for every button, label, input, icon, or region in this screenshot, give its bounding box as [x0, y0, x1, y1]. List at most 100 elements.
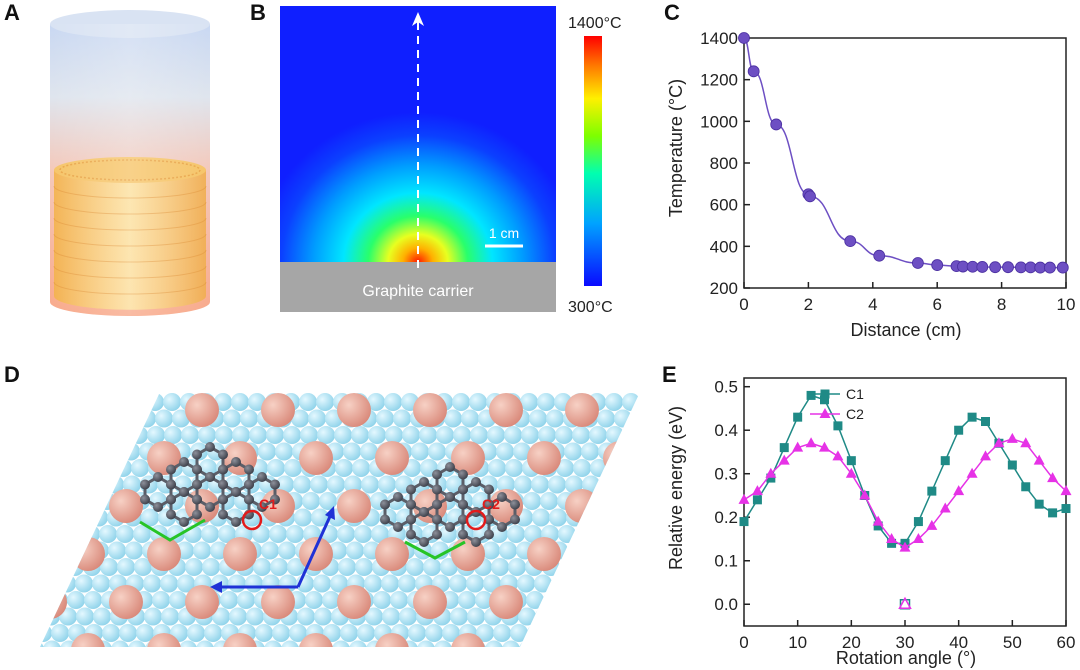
- substrate-atom: [355, 558, 373, 576]
- carbon-atom: [471, 537, 481, 547]
- substrate-atom: [644, 558, 660, 576]
- substrate-atom: [428, 442, 446, 461]
- substrate-atom: [373, 591, 391, 609]
- substrate-atom: [436, 426, 454, 444]
- chart-e-point-c2: [1033, 454, 1045, 465]
- substrate-atom: [215, 426, 233, 444]
- carbon-atom: [484, 499, 495, 510]
- chart-e-point-c1: [981, 417, 990, 427]
- substrate-atom: [622, 393, 640, 411]
- substrate-atom: [253, 558, 271, 576]
- substrate-atom: [297, 607, 315, 626]
- substrate-large-atom: [223, 633, 257, 647]
- carbon-atom: [231, 487, 241, 497]
- substrate-atom: [526, 591, 544, 609]
- substrate-atom: [291, 409, 309, 428]
- substrate-atom: [119, 624, 137, 642]
- carbon-atom: [244, 494, 255, 505]
- substrate-atom: [123, 475, 141, 494]
- substrate-atom: [610, 558, 628, 576]
- substrate-large-atom: [527, 633, 561, 647]
- substrate-atom: [269, 525, 287, 543]
- substrate-atom: [581, 442, 599, 461]
- chart-e-point-c1: [1048, 508, 1058, 518]
- substrate-atom: [529, 409, 547, 428]
- substrate-atom: [558, 525, 576, 543]
- temperature-distance-chart: Distance (cm) Temperature (°C) 0 2 4 6 8 10 20…: [666, 29, 1075, 340]
- substrate-atom: [431, 541, 449, 560]
- substrate-atom: [344, 475, 362, 494]
- substrate-atom: [258, 442, 276, 461]
- substrate-atom: [520, 393, 538, 411]
- legend-label-c1: C1: [846, 386, 864, 402]
- carbon-atom: [445, 462, 455, 472]
- chart-c-x-tick-label: 0: [739, 295, 748, 314]
- substrate-atom: [657, 426, 660, 444]
- substrate-atom: [600, 508, 618, 527]
- substrate-atom: [531, 475, 549, 494]
- substrate-large-atom: [337, 489, 371, 523]
- substrate-atom: [419, 426, 437, 444]
- substrate-atom: [99, 525, 117, 543]
- substrate-atom: [552, 607, 570, 626]
- substrate-atom: [252, 525, 270, 543]
- substrate-atom: [319, 492, 337, 510]
- carbon-atom: [218, 479, 229, 490]
- substrate-atom: [659, 492, 660, 510]
- substrate-atom: [131, 459, 149, 477]
- carbon-atom: [191, 509, 202, 520]
- carbon-atom: [217, 464, 228, 475]
- substrate-atom: [650, 476, 660, 494]
- carbon-atom: [166, 509, 177, 520]
- substrate-atom: [535, 607, 553, 626]
- substrate-atom: [645, 591, 660, 609]
- green-vector-arrow: [404, 540, 466, 560]
- carbon-atom: [165, 479, 176, 490]
- chart-c-frame: [743, 37, 1067, 289]
- panel-label-d: D: [4, 362, 20, 387]
- chart-e-point-c2: [859, 489, 871, 500]
- substrate-atom: [160, 574, 178, 593]
- substrate-atom: [417, 640, 435, 647]
- substrate-atom: [187, 624, 205, 642]
- carbon-atom: [205, 472, 215, 482]
- chart-e-point-c2: [953, 485, 965, 496]
- substrate-atom: [584, 541, 602, 560]
- legend-label-c2: C2: [846, 406, 864, 422]
- substrate-atom: [619, 574, 637, 593]
- substrate-atom: [519, 640, 537, 647]
- chart-c-x-tick-label: 2: [804, 295, 813, 314]
- substrate-atom: [444, 409, 462, 428]
- chart-c-data-point: [738, 32, 750, 44]
- chart-c-series-line: [743, 37, 1063, 269]
- chart-e-point-c2: [872, 515, 884, 526]
- substrate-large-atom: [185, 585, 219, 619]
- carbon-atom: [257, 472, 267, 482]
- substrate-atom: [408, 624, 426, 642]
- substrate-atom: [382, 607, 400, 626]
- chart-e-point-c2: [845, 467, 857, 478]
- substrate-atom: [314, 607, 332, 626]
- carbon-atom: [244, 479, 255, 490]
- substrate-atom: [223, 409, 241, 428]
- substrate-atom: [308, 409, 326, 428]
- substrate-atom: [334, 426, 352, 444]
- carbon-atom: [509, 499, 520, 510]
- substrate-atom: [368, 426, 386, 444]
- carbon-atom: [419, 537, 429, 547]
- substrate-atom: [452, 393, 470, 411]
- carbon-atom: [483, 529, 494, 540]
- substrate-large-atom: [375, 633, 409, 647]
- chart-e-point-c2: [899, 541, 911, 552]
- substrate-atom: [51, 624, 69, 642]
- substrate-atom: [381, 574, 399, 593]
- substrate-atom: [555, 426, 573, 444]
- substrate-atom: [181, 426, 199, 444]
- chart-e-zero-point-c2: [898, 596, 912, 609]
- carbon-atom: [205, 502, 215, 512]
- chart-c-data-point: [1056, 261, 1069, 274]
- substrate-atom: [499, 541, 517, 560]
- substrate-atom: [365, 607, 383, 626]
- substrate-atom: [572, 426, 590, 444]
- substrate-atom: [40, 640, 44, 647]
